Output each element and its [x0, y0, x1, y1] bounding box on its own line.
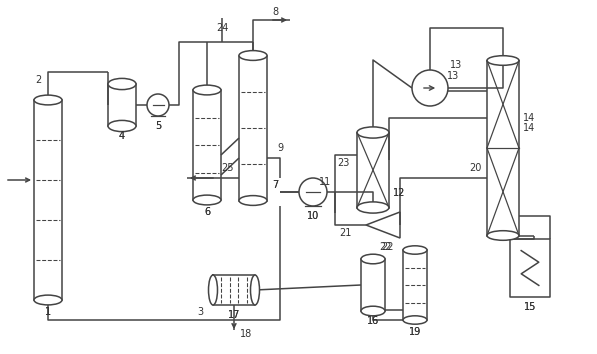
Circle shape — [147, 94, 169, 116]
Text: 14: 14 — [523, 113, 535, 123]
Text: 10: 10 — [307, 211, 319, 221]
Ellipse shape — [239, 51, 267, 61]
Ellipse shape — [239, 196, 267, 205]
Text: 19: 19 — [409, 327, 421, 337]
Ellipse shape — [403, 246, 427, 254]
Text: 22: 22 — [381, 242, 394, 252]
Text: 16: 16 — [367, 316, 379, 326]
Ellipse shape — [487, 231, 519, 240]
Text: 15: 15 — [524, 302, 536, 312]
Text: 14: 14 — [523, 123, 535, 133]
Text: 6: 6 — [204, 207, 210, 217]
Ellipse shape — [34, 95, 62, 105]
Ellipse shape — [487, 56, 519, 65]
Text: 24: 24 — [216, 23, 228, 33]
Circle shape — [412, 70, 448, 106]
Text: 18: 18 — [240, 329, 252, 339]
Text: 1: 1 — [45, 307, 51, 317]
Text: 12: 12 — [393, 188, 405, 198]
Text: 21: 21 — [339, 228, 351, 238]
Text: 17: 17 — [228, 310, 240, 320]
Ellipse shape — [108, 120, 136, 132]
Ellipse shape — [193, 195, 221, 205]
Text: 15: 15 — [524, 302, 536, 312]
Text: 2: 2 — [35, 75, 41, 85]
Text: 16: 16 — [367, 316, 379, 326]
Text: 4: 4 — [119, 131, 125, 141]
Ellipse shape — [357, 202, 389, 213]
Text: 25: 25 — [221, 163, 233, 173]
Ellipse shape — [193, 85, 221, 95]
Text: 22: 22 — [378, 242, 391, 252]
Text: 13: 13 — [450, 60, 462, 70]
Ellipse shape — [251, 275, 260, 305]
Text: 7: 7 — [272, 181, 278, 190]
Text: 13: 13 — [447, 71, 459, 81]
Ellipse shape — [361, 306, 385, 316]
Text: 8: 8 — [272, 7, 278, 17]
Text: 6: 6 — [204, 207, 210, 217]
Text: 9: 9 — [277, 143, 283, 153]
Ellipse shape — [357, 127, 389, 138]
Text: 3: 3 — [197, 307, 203, 317]
Ellipse shape — [108, 78, 136, 90]
Text: 5: 5 — [155, 121, 161, 131]
Ellipse shape — [208, 275, 217, 305]
Ellipse shape — [361, 254, 385, 264]
Text: 5: 5 — [155, 121, 161, 131]
Text: 4: 4 — [119, 131, 125, 141]
Text: 1: 1 — [45, 307, 51, 317]
Text: 12: 12 — [393, 188, 405, 198]
Text: 19: 19 — [409, 327, 421, 337]
Ellipse shape — [403, 316, 427, 324]
Circle shape — [299, 178, 327, 206]
Text: 10: 10 — [307, 211, 319, 221]
Text: 7: 7 — [272, 181, 278, 190]
Text: 23: 23 — [337, 158, 349, 168]
Ellipse shape — [34, 295, 62, 305]
Text: 11: 11 — [319, 177, 331, 187]
Text: 17: 17 — [228, 310, 240, 320]
Text: 20: 20 — [469, 163, 481, 173]
